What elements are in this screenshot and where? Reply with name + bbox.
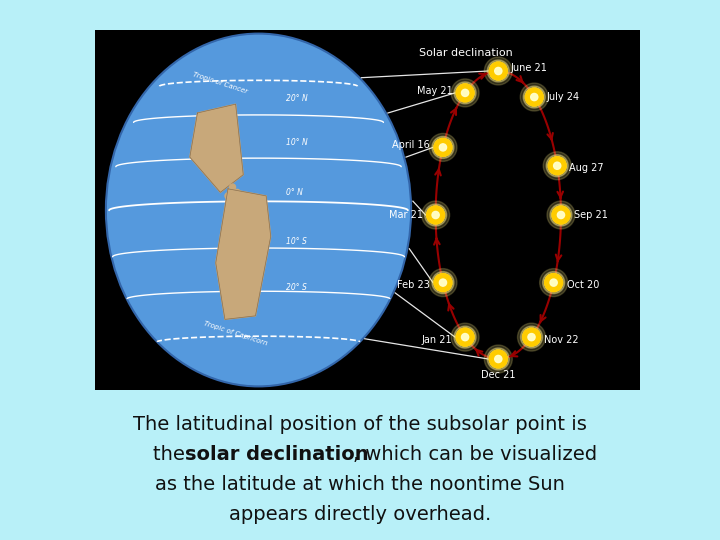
Circle shape xyxy=(456,84,474,102)
Circle shape xyxy=(429,268,457,296)
Polygon shape xyxy=(190,104,243,192)
Circle shape xyxy=(490,62,508,80)
Circle shape xyxy=(429,133,457,161)
Circle shape xyxy=(526,88,544,106)
Circle shape xyxy=(552,206,570,224)
Text: solar declination: solar declination xyxy=(185,446,369,464)
Ellipse shape xyxy=(106,33,411,387)
Text: July 24: July 24 xyxy=(546,92,580,102)
Circle shape xyxy=(495,68,502,75)
Text: 0° N: 0° N xyxy=(286,188,303,197)
Text: Feb 23: Feb 23 xyxy=(397,280,430,289)
Circle shape xyxy=(544,274,562,292)
Circle shape xyxy=(432,137,454,158)
Text: appears directly overhead.: appears directly overhead. xyxy=(229,505,491,524)
Text: Aug 27: Aug 27 xyxy=(570,163,604,173)
Circle shape xyxy=(454,326,476,348)
Circle shape xyxy=(543,152,571,180)
Circle shape xyxy=(518,323,546,351)
Text: Oct 20: Oct 20 xyxy=(567,280,599,289)
Circle shape xyxy=(487,348,509,370)
Text: Tropic of Cancer: Tropic of Cancer xyxy=(192,71,248,94)
Text: Solar declination: Solar declination xyxy=(419,48,513,58)
Circle shape xyxy=(548,157,566,175)
Circle shape xyxy=(521,326,542,348)
Circle shape xyxy=(554,162,561,170)
Circle shape xyxy=(550,279,557,286)
Circle shape xyxy=(487,60,509,82)
Circle shape xyxy=(548,157,566,175)
Text: 20° S: 20° S xyxy=(286,283,307,292)
Circle shape xyxy=(550,204,572,226)
Text: April 16: April 16 xyxy=(392,140,430,151)
Text: as the latitude at which the noontime Sun: as the latitude at which the noontime Su… xyxy=(155,476,565,495)
Text: Dec 21: Dec 21 xyxy=(481,370,516,380)
Circle shape xyxy=(539,268,567,296)
Circle shape xyxy=(490,62,508,80)
Bar xyxy=(95,30,640,390)
Text: Mar 21: Mar 21 xyxy=(389,210,423,220)
Circle shape xyxy=(432,272,454,294)
Circle shape xyxy=(531,93,538,100)
Circle shape xyxy=(454,82,476,104)
Circle shape xyxy=(422,201,449,229)
Circle shape xyxy=(544,274,562,292)
Circle shape xyxy=(434,138,452,157)
Circle shape xyxy=(523,86,545,108)
Circle shape xyxy=(456,328,474,346)
Circle shape xyxy=(495,355,502,362)
Text: May 21: May 21 xyxy=(418,86,453,96)
Text: The latitudinal position of the subsolar point is: The latitudinal position of the subsolar… xyxy=(133,415,587,435)
Circle shape xyxy=(434,274,452,292)
Circle shape xyxy=(432,211,439,219)
Circle shape xyxy=(427,206,445,224)
Text: 10° S: 10° S xyxy=(286,237,307,246)
Circle shape xyxy=(490,350,508,368)
Circle shape xyxy=(434,138,452,157)
Text: Sep 21: Sep 21 xyxy=(574,210,608,220)
Circle shape xyxy=(557,211,564,219)
Circle shape xyxy=(427,206,445,224)
Circle shape xyxy=(546,155,568,177)
Circle shape xyxy=(456,328,474,346)
Text: June 21: June 21 xyxy=(510,63,547,73)
Circle shape xyxy=(485,57,513,85)
Circle shape xyxy=(225,193,231,199)
Circle shape xyxy=(234,190,240,195)
Text: 10° N: 10° N xyxy=(286,138,307,147)
Text: 20° N: 20° N xyxy=(286,94,307,103)
Circle shape xyxy=(462,89,469,97)
Circle shape xyxy=(552,206,570,224)
Circle shape xyxy=(485,345,513,373)
Text: , which can be visualized: , which can be visualized xyxy=(354,446,598,464)
Circle shape xyxy=(439,144,446,151)
Circle shape xyxy=(230,184,235,190)
Polygon shape xyxy=(216,189,271,319)
Circle shape xyxy=(547,201,575,229)
Circle shape xyxy=(526,88,544,106)
Text: Nov 22: Nov 22 xyxy=(544,335,578,345)
Text: Tropic of Capricorn: Tropic of Capricorn xyxy=(203,320,268,347)
Text: Jan 21: Jan 21 xyxy=(421,335,452,345)
Circle shape xyxy=(434,274,452,292)
Circle shape xyxy=(528,334,535,341)
Circle shape xyxy=(456,84,474,102)
Circle shape xyxy=(543,272,564,294)
Circle shape xyxy=(439,279,446,286)
Circle shape xyxy=(425,204,446,226)
Circle shape xyxy=(490,350,508,368)
Circle shape xyxy=(451,79,479,107)
Circle shape xyxy=(521,83,548,111)
Circle shape xyxy=(523,328,541,346)
Text: the: the xyxy=(153,446,192,464)
Circle shape xyxy=(451,323,479,351)
Circle shape xyxy=(462,334,469,341)
Circle shape xyxy=(523,328,541,346)
